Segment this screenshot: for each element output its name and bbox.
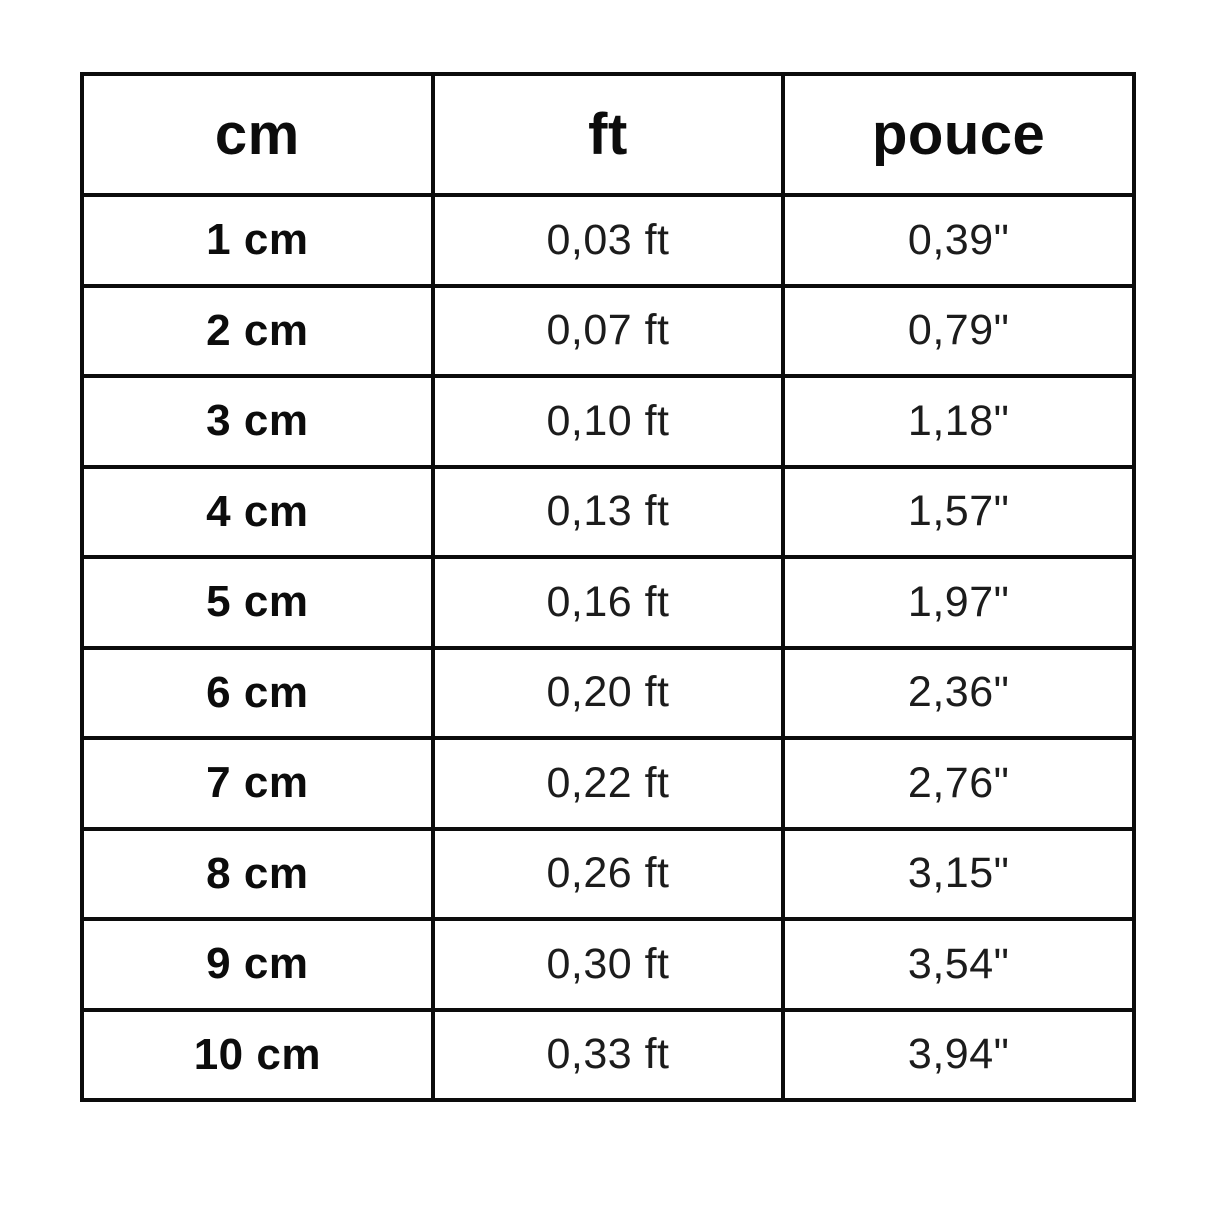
cell-ft-value: 0,20 ft: [430, 645, 786, 740]
table-row: 10 cm 0,33 ft 3,94": [80, 1007, 1136, 1102]
table-row: 7 cm 0,22 ft 2,76": [80, 736, 1136, 831]
header-row: cm ft pouce: [80, 72, 1136, 197]
cell-cm-value: 9 cm: [80, 917, 435, 1012]
header-cell-ft: ft: [430, 72, 786, 197]
table-row: 4 cm 0,13 ft 1,57": [80, 464, 1136, 559]
cell-cm-value: 3 cm: [80, 374, 435, 469]
cell-pouce-value: 0,39": [781, 193, 1136, 288]
cell-ft-value: 0,07 ft: [430, 283, 786, 378]
cell-pouce-value: 2,76": [781, 736, 1136, 831]
header-cell-pouce: pouce: [781, 72, 1136, 197]
table-body: 1 cm 0,03 ft 0,39" 2 cm 0,07 ft 0,79" 3 cm 0,10…: [80, 193, 1136, 1102]
cell-cm-value: 4 cm: [80, 464, 435, 559]
table-row: 9 cm 0,30 ft 3,54": [80, 917, 1136, 1012]
cell-pouce-value: 3,15": [781, 826, 1136, 921]
table-row: 1 cm 0,03 ft 0,39": [80, 193, 1136, 288]
table-row: 6 cm 0,20 ft 2,36": [80, 645, 1136, 740]
cell-cm-value: 7 cm: [80, 736, 435, 831]
table-head: cm ft pouce: [80, 72, 1136, 197]
cell-cm-value: 5 cm: [80, 555, 435, 650]
table-row: 5 cm 0,16 ft 1,97": [80, 555, 1136, 650]
cell-ft-value: 0,30 ft: [430, 917, 786, 1012]
cell-cm-value: 6 cm: [80, 645, 435, 740]
conversion-table-container: cm ft pouce 1 cm 0,03 ft 0,39" 2 cm 0,07 ft 0,7…: [80, 72, 1136, 1102]
table-row: 2 cm 0,07 ft 0,79": [80, 283, 1136, 378]
cell-pouce-value: 2,36": [781, 645, 1136, 740]
table-row: 8 cm 0,26 ft 3,15": [80, 826, 1136, 921]
cell-ft-value: 0,26 ft: [430, 826, 786, 921]
cell-ft-value: 0,13 ft: [430, 464, 786, 559]
cell-pouce-value: 1,57": [781, 464, 1136, 559]
cell-ft-value: 0,22 ft: [430, 736, 786, 831]
cm-ft-pouce-conversion-table: cm ft pouce 1 cm 0,03 ft 0,39" 2 cm 0,07 ft 0,7…: [80, 72, 1136, 1102]
cell-cm-value: 2 cm: [80, 283, 435, 378]
cell-ft-value: 0,16 ft: [430, 555, 786, 650]
cell-ft-value: 0,33 ft: [430, 1007, 786, 1102]
cell-pouce-value: 0,79": [781, 283, 1136, 378]
table-row: 3 cm 0,10 ft 1,18": [80, 374, 1136, 469]
cell-pouce-value: 1,18": [781, 374, 1136, 469]
cell-ft-value: 0,10 ft: [430, 374, 786, 469]
cell-cm-value: 10 cm: [80, 1007, 435, 1102]
cell-cm-value: 1 cm: [80, 193, 435, 288]
cell-ft-value: 0,03 ft: [430, 193, 786, 288]
cell-pouce-value: 1,97": [781, 555, 1136, 650]
cell-cm-value: 8 cm: [80, 826, 435, 921]
cell-pouce-value: 3,54": [781, 917, 1136, 1012]
header-cell-cm: cm: [80, 72, 435, 197]
cell-pouce-value: 3,94": [781, 1007, 1136, 1102]
